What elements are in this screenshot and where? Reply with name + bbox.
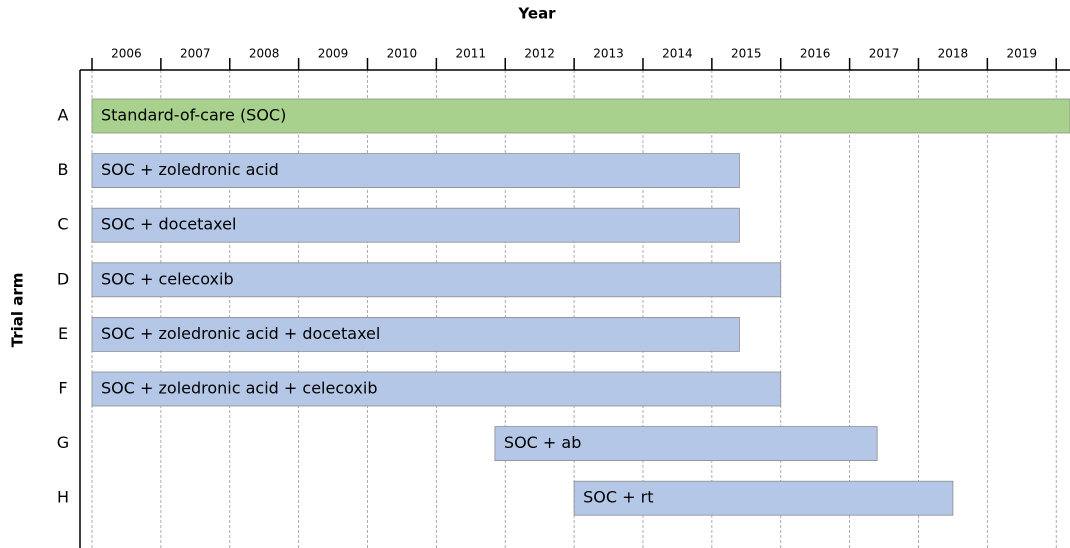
bar-label: SOC + docetaxel xyxy=(101,215,236,234)
bar-label: Standard-of-care (SOC) xyxy=(101,106,286,125)
arm-label: C xyxy=(57,215,68,234)
x-tick-label: 2019 xyxy=(1007,47,1038,61)
bar-label: SOC + celecoxib xyxy=(101,269,234,288)
x-tick-label: 2017 xyxy=(869,47,900,61)
arm-label: H xyxy=(57,488,69,507)
x-tick-label: 2016 xyxy=(800,47,831,61)
arm-label: F xyxy=(58,379,67,398)
bar xyxy=(91,98,1070,134)
x-tick-label: 2008 xyxy=(249,47,280,61)
x-tick-label: 2014 xyxy=(662,47,693,61)
bar-label: SOC + zoledronic acid + celecoxib xyxy=(101,379,378,398)
bar-label: SOC + ab xyxy=(504,433,581,452)
x-tick-label: 2018 xyxy=(938,47,969,61)
bar-label: SOC + zoledronic acid xyxy=(101,160,279,179)
bar xyxy=(91,153,740,189)
bar xyxy=(494,426,878,462)
bar-label: SOC + zoledronic acid + docetaxel xyxy=(101,324,380,343)
x-tick-label: 2011 xyxy=(456,47,487,61)
bar xyxy=(91,207,740,243)
bar xyxy=(91,316,740,352)
bar xyxy=(573,480,954,516)
chart-title: Year xyxy=(517,5,556,23)
arm-label: B xyxy=(58,160,69,179)
y-axis-title: Trial arm xyxy=(9,273,27,348)
x-tick-label: 2007 xyxy=(180,47,211,61)
x-tick-label: 2012 xyxy=(524,47,555,61)
x-tick-label: 2010 xyxy=(387,47,418,61)
arm-label: G xyxy=(57,433,69,452)
arm-label: A xyxy=(58,106,69,125)
x-tick-label: 2013 xyxy=(593,47,624,61)
bar xyxy=(91,371,782,407)
bar xyxy=(91,262,782,298)
x-tick-label: 2015 xyxy=(731,47,762,61)
arm-label: E xyxy=(58,324,68,343)
arm-label: D xyxy=(57,269,69,288)
x-tick-label: 2009 xyxy=(318,47,349,61)
x-tick-label: 2006 xyxy=(111,47,142,61)
bar-label: SOC + rt xyxy=(583,488,653,507)
